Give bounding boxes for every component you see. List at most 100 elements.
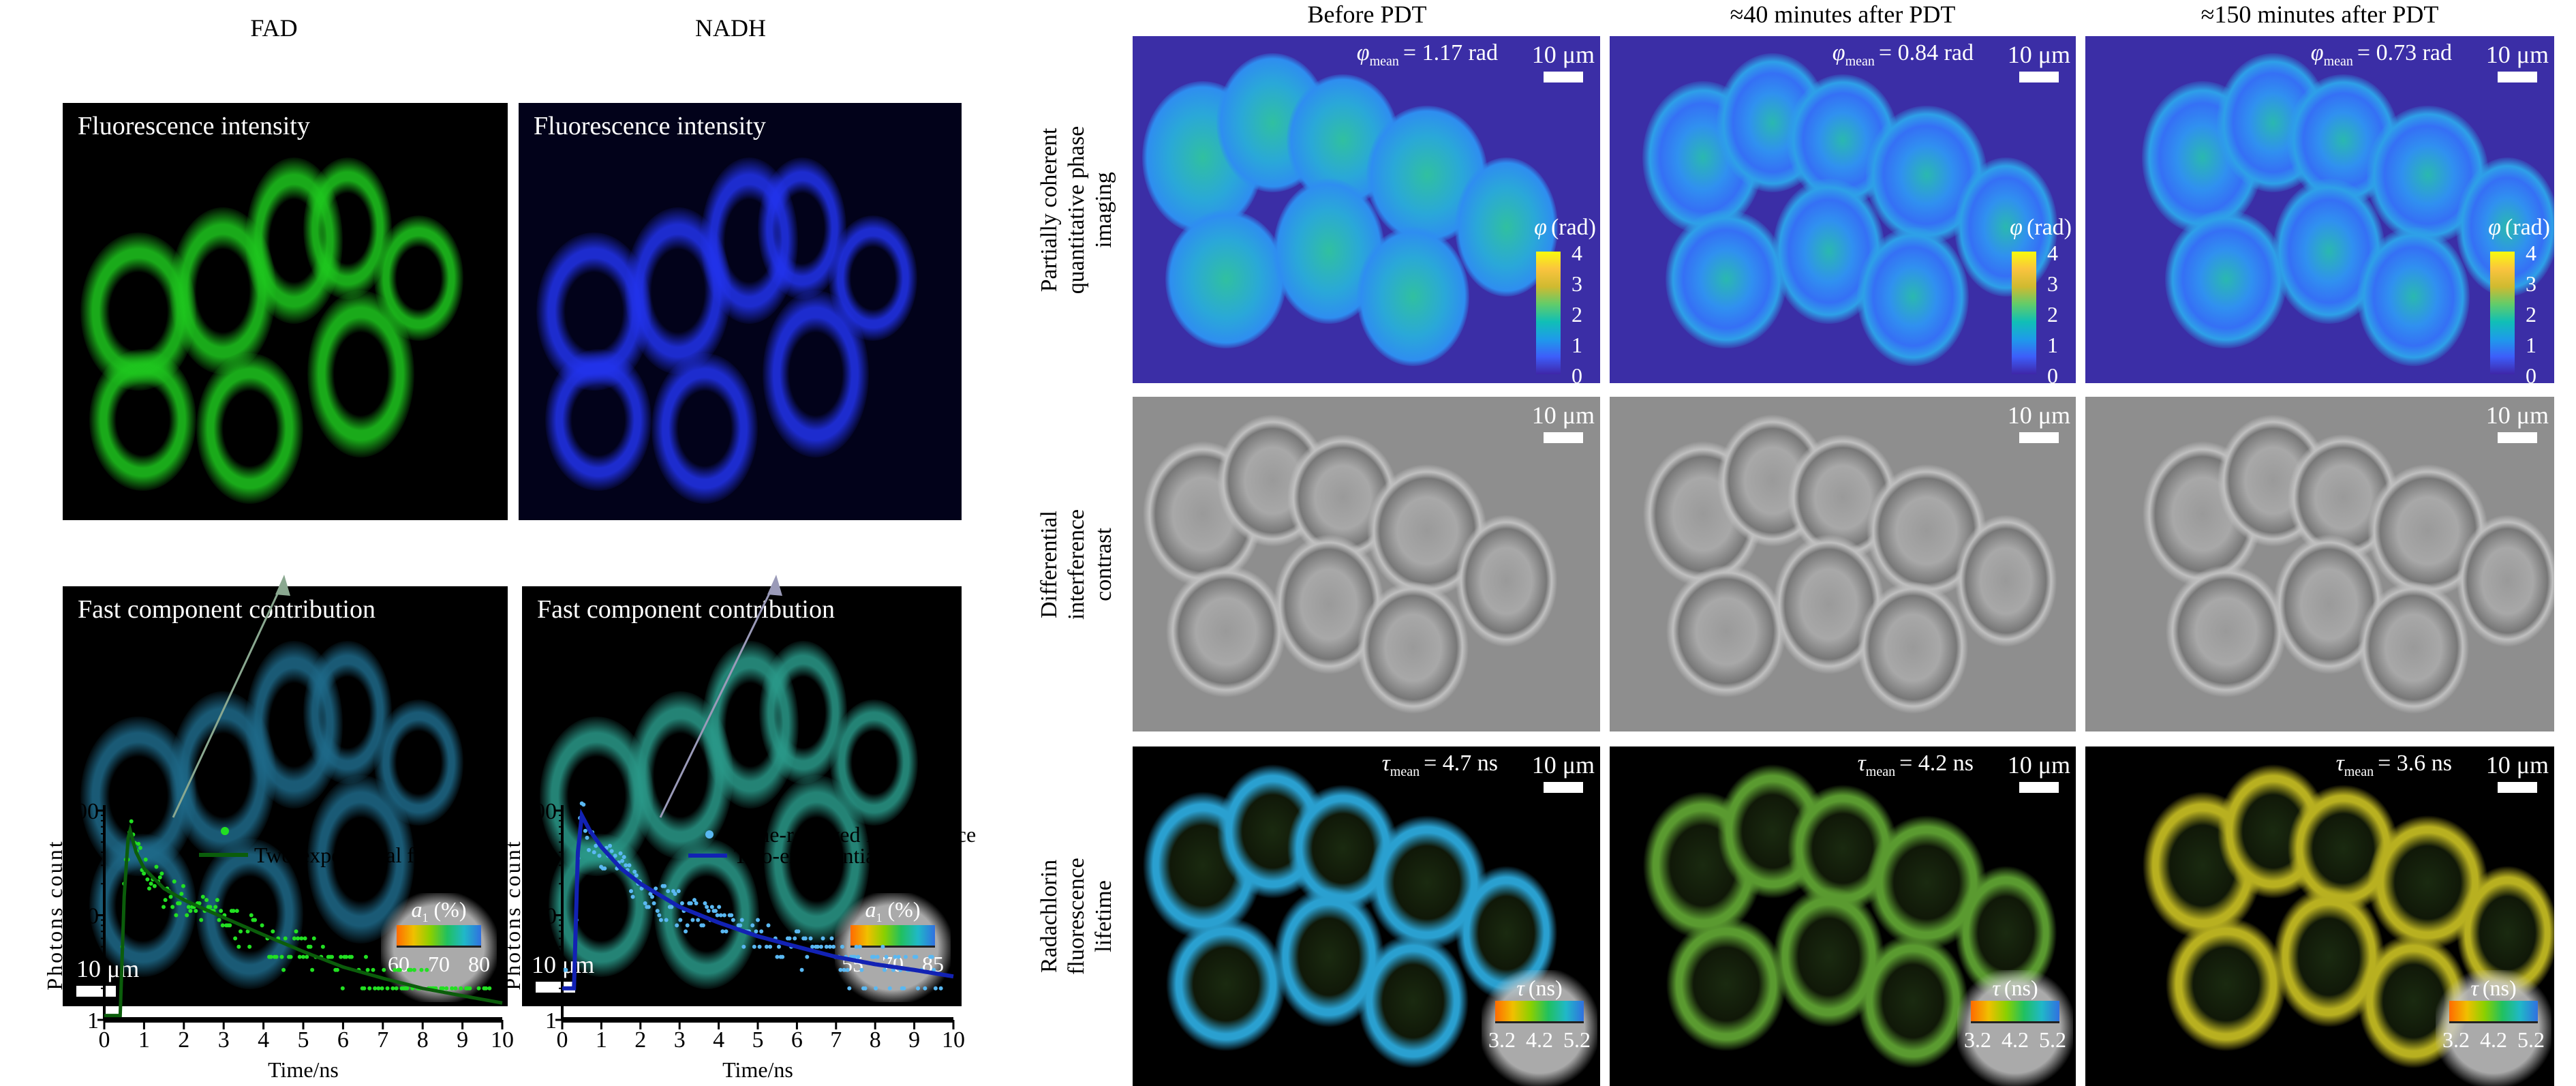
cell-shape: [1357, 933, 1469, 1070]
x-tick-label: 5: [752, 1027, 764, 1053]
data-point: [305, 954, 309, 959]
data-point: [694, 901, 699, 906]
data-point: [583, 828, 587, 833]
fad-fast-component-image: Fast component contribution 10 μm a1 (%)…: [63, 586, 508, 1006]
data-point: [236, 944, 241, 949]
data-point: [594, 843, 598, 848]
data-point: [253, 918, 258, 922]
data-point: [646, 905, 651, 909]
data-point: [874, 986, 878, 991]
data-point: [914, 954, 919, 959]
data-point: [759, 929, 764, 934]
data-point: [288, 954, 293, 959]
data-point: [666, 889, 671, 894]
lifetime-symbol: τ: [1857, 751, 1866, 776]
colorbar-tick: 60: [388, 952, 410, 977]
lifetime-colorbar-label: τ (ns): [1957, 976, 2073, 1001]
data-point: [344, 954, 349, 959]
data-point: [174, 913, 179, 918]
data-point: [476, 986, 481, 991]
data-point: [585, 835, 589, 840]
data-point: [330, 954, 335, 959]
data-point: [718, 913, 723, 918]
data-point: [587, 847, 592, 852]
tau-symbol: τ: [1516, 976, 1524, 1000]
lifetime-colorbar: τ (ns) 3.2 4.2 5.2: [1482, 970, 1597, 1086]
data-point: [648, 892, 653, 896]
data-point: [339, 954, 343, 959]
data-point: [896, 954, 901, 959]
data-point: [840, 944, 844, 949]
data-point: [673, 892, 677, 896]
data-point: [281, 967, 286, 972]
data-point: [847, 986, 852, 991]
phase-sub: mean: [2323, 53, 2353, 69]
cell-shape: [1357, 226, 1469, 366]
phase-colorbar-tick: 0: [2047, 363, 2058, 383]
data-point: [245, 929, 250, 934]
data-point: [450, 986, 455, 991]
lifetime-colorbar-gradient: [1495, 1001, 1584, 1021]
colorbar-unit: (%): [433, 897, 467, 922]
scale-bar: 10 μm: [2486, 751, 2549, 793]
data-point: [818, 944, 823, 949]
data-point: [845, 967, 850, 972]
phase-colorbar: [1536, 252, 1561, 374]
data-point: [335, 967, 339, 972]
cell-shape: [1666, 209, 1787, 349]
data-point: [853, 954, 857, 959]
x-tick-label: 1: [596, 1027, 607, 1053]
lifetime-colorbar-tick: 3.2: [2442, 1027, 2470, 1052]
nadh-intensity-image: Fluorescence intensity: [519, 103, 962, 520]
lifetime-colorbar-gradient: [2449, 1001, 2538, 1021]
y-tick-label: 100: [522, 799, 557, 824]
data-point: [756, 918, 760, 922]
data-point: [228, 923, 232, 928]
data-point: [720, 929, 725, 934]
lifetime-mean-value: = 4.2 ns: [1899, 751, 1974, 776]
data-point: [622, 855, 626, 860]
column-header-nadh: NADH: [695, 14, 766, 42]
scale-bar-line: [2019, 72, 2059, 82]
x-tick-label: 0: [99, 1027, 110, 1053]
data-point: [739, 918, 744, 922]
scale-label: 10 μm: [2485, 751, 2549, 779]
data-point: [675, 923, 679, 928]
data-point: [147, 886, 151, 891]
lifetime-unit: (ns): [1528, 976, 1563, 1000]
data-point: [764, 944, 769, 949]
data-point: [380, 986, 384, 991]
data-point: [768, 944, 773, 949]
data-point: [838, 967, 843, 972]
data-point: [185, 913, 189, 918]
x-tick-label: 10: [942, 1027, 965, 1053]
colorbar-tick: 80: [468, 952, 490, 977]
phase-symbol: φ: [1832, 40, 1845, 65]
data-point: [213, 905, 218, 909]
phase-unit: (rad): [2504, 215, 2550, 240]
phase-colorbar-tick: 4: [2047, 241, 2058, 265]
cell-shape: [654, 838, 760, 990]
scale-label: 10 μm: [2007, 41, 2070, 68]
data-point: [933, 986, 938, 991]
data-point: [741, 944, 746, 949]
scale-bar-line: [1543, 432, 1583, 443]
cell-shape: [2455, 513, 2554, 648]
colorbar-axis: [1495, 1021, 1584, 1027]
data-point: [592, 850, 596, 855]
data-point: [857, 944, 862, 949]
cell-shape: [80, 232, 196, 391]
data-point: [373, 986, 378, 991]
data-point: [787, 936, 792, 941]
phase-mean-value: = 0.84 rad: [1878, 40, 1974, 65]
lifetime-colorbar-tick: 5.2: [1563, 1027, 1591, 1052]
scale-label: 10 μm: [1531, 41, 1595, 68]
data-point: [390, 986, 395, 991]
data-point: [394, 986, 399, 991]
dic-image-2: 10 μm: [1610, 397, 2076, 731]
data-point: [564, 967, 568, 972]
phase-mean-label: φmean = 0.73 rad: [2311, 40, 2452, 70]
phase-image-3: 10 μm φmean = 0.73 rad φ (rad) 4 3 2 1 0: [2085, 36, 2554, 383]
scale-label: 10 μm: [1531, 402, 1595, 429]
data-point: [412, 967, 416, 972]
